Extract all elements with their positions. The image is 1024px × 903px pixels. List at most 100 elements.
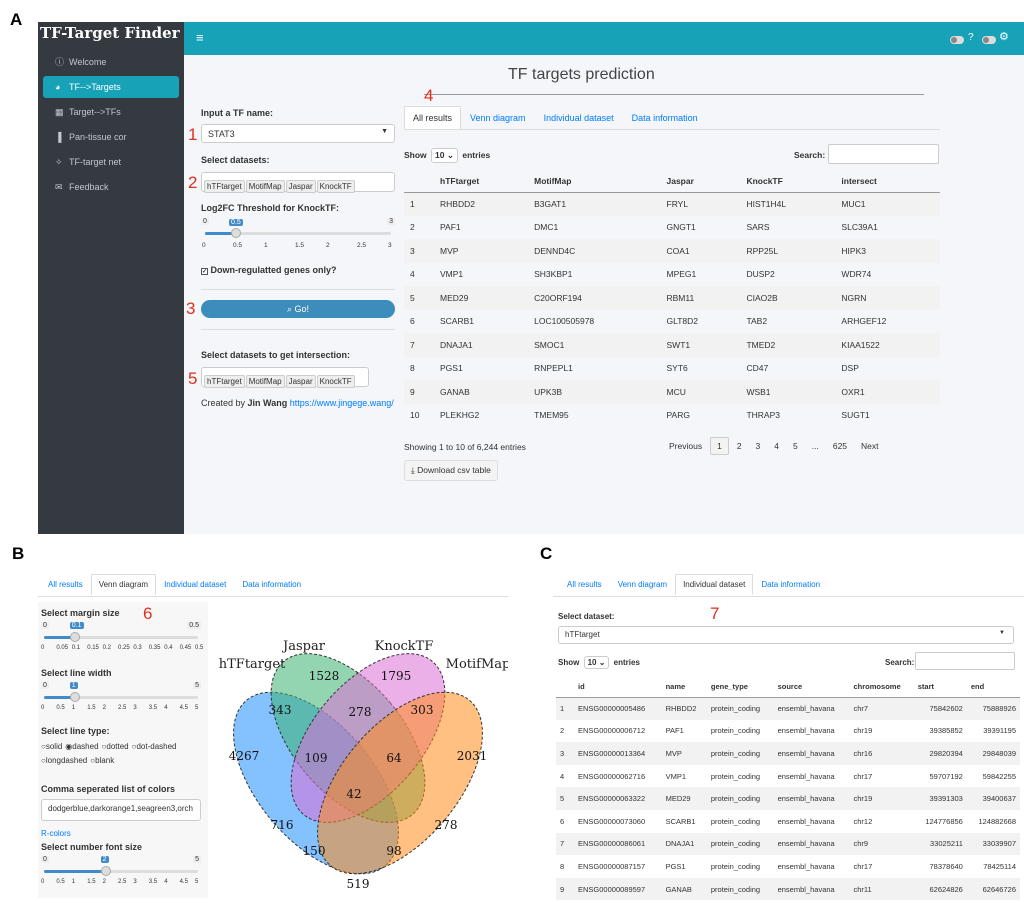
fontsize-slider[interactable]: 0 5 2 0 0.5 1 1.5 2 2.5 3 3.5 4 4.5 5 [41,856,201,890]
tab-all-results[interactable]: All results [48,580,83,589]
column-header[interactable]: name [661,676,707,698]
linetype-radio-blank[interactable]: ○blank [90,754,114,768]
table-row[interactable]: 5 ENSG00000063322 MED29 protein_coding ensem… [556,787,1020,810]
page-button[interactable]: 5 [793,441,798,451]
page-button[interactable]: 3 [755,441,761,451]
r-colors-link[interactable]: R-colors [41,829,71,838]
sidebar-item-target-tfs[interactable]: ▦ Target-->TFs [43,101,179,123]
tab-venn-diagram[interactable]: Venn diagram [470,113,526,123]
column-header[interactable]: Jaspar [660,170,741,193]
table-row[interactable]: 10 PLEKHG2 TMEM95 PARG THRAP3 SUGT1 [404,404,940,428]
column-header[interactable]: id [574,676,662,698]
sidebar-item-pan-tissue-cor[interactable]: ▐ Pan-tissue cor [43,126,179,148]
sidebar-item-tf-targets[interactable]: ◕ TF-->Targets [43,76,179,98]
tf-name-select[interactable]: STAT3 ▼ [201,124,395,143]
dataset-tag[interactable]: MotifMap [245,375,285,388]
page-button[interactable]: 1 [710,437,729,455]
tab-all-results[interactable]: All results [567,580,602,589]
column-header[interactable]: hTFtarget [434,170,529,193]
tab-individual-dataset[interactable]: Individual dataset [164,580,227,589]
toggle-icon[interactable] [950,36,964,44]
sidebar-item-feedback[interactable]: ✉ Feedback [43,176,179,198]
page-button[interactable]: Next [861,441,879,451]
help-icon[interactable]: ? [968,32,974,43]
dataset-tag[interactable]: Jaspar [285,375,316,388]
slider-handle[interactable] [231,228,242,238]
table-row[interactable]: 6 SCARB1 LOC100505978 GLT8D2 TAB2 ARHGEF12 [404,310,940,334]
table-row[interactable]: 4 ENSG00000062716 VMP1 protein_coding ensemb… [556,765,1020,788]
toggle-icon[interactable] [982,36,996,44]
linetype-radio-dashed[interactable]: ◉dashed [65,740,98,754]
dataset-select[interactable]: hTFtarget ▼ [558,626,1014,644]
search-input[interactable] [828,144,939,164]
linetype-radio-longdashed[interactable]: ○longdashed [41,754,87,768]
linetype-radio-dot-dashed[interactable]: ○dot-dashed [132,740,177,754]
tab-data-information[interactable]: Data information [631,113,698,123]
table-row[interactable]: 5 MED29 C20ORF194 RBM11 CIAO2B NGRN [404,286,940,310]
colors-input[interactable]: dodgerblue,darkorange1,seagreen3,orch [41,799,201,821]
table-row[interactable]: 3 MVP DENND4C COA1 RPP25L HIPK3 [404,239,940,263]
dataset-tag[interactable]: KnockTF [316,375,355,388]
page-button[interactable]: 2 [736,441,742,451]
page-button[interactable]: 4 [774,441,780,451]
linewidth-slider[interactable]: 0 5 1 0 0.5 1 1.5 2 2.5 3 3.5 4 4.5 5 [41,682,201,716]
credit-link[interactable]: https://www.jingege.wang/ [289,398,394,408]
datasets-selector[interactable]: hTFtarget MotifMap Jaspar KnockTF [201,172,395,193]
column-header[interactable]: KnockTF [740,170,836,193]
slider-handle[interactable] [69,692,80,702]
table-row[interactable]: 3 ENSG00000013364 MVP protein_coding ensembl… [556,742,1020,765]
table-row[interactable]: 7 ENSG00000086061 DNAJA1 protein_coding ense… [556,832,1020,856]
linetype-radio-solid[interactable]: ○solid [41,740,62,754]
hamburger-icon[interactable]: ≡ [196,30,204,45]
log2fc-slider[interactable]: 0 3 0.5 0 0.5 1 1.5 2 2.5 3 [201,218,395,258]
dataset-tag[interactable]: hTFtarget [204,375,245,388]
column-header[interactable]: end [966,676,1020,698]
tab-all-results[interactable]: All results [404,106,462,130]
dataset-tag[interactable]: hTFtarget [204,180,245,193]
page-button[interactable]: 625 [832,441,848,451]
search-input[interactable] [915,652,1015,670]
slider-handle[interactable] [69,632,80,642]
column-header[interactable]: source [773,676,850,698]
column-header[interactable]: gene_type [706,676,774,698]
down-regulated-checkbox[interactable]: ✓ Down-regulatted genes only? [201,265,337,275]
tab-venn-diagram[interactable]: Venn diagram [617,580,668,589]
table-row[interactable]: 1 RHBDD2 B3GAT1 FRYL HIST1H4L MUC1 [404,192,940,216]
tab-data-information[interactable]: Data information [761,580,821,589]
table-row[interactable]: 2 ENSG00000006712 PAF1 protein_coding ensemb… [556,720,1020,743]
column-header[interactable]: start [913,676,967,698]
intersect-selector[interactable]: hTFtarget MotifMap Jaspar KnockTF [201,367,369,388]
table-row[interactable]: 1 ENSG00000005486 RHBDD2 protein_coding ense… [556,697,1020,720]
go-button[interactable]: ⌕ Go! [201,300,395,318]
dataset-tag[interactable]: Jaspar [285,180,316,193]
table-row[interactable]: 7 DNAJA1 SMOC1 SWT1 TMED2 KIAA1522 [404,333,940,357]
table-row[interactable]: 9 GANAB UPK3B MCU WSB1 OXR1 [404,380,940,404]
tab-data-information[interactable]: Data information [242,580,302,589]
gear-icon[interactable]: ⚙ [999,31,1009,43]
download-csv-button[interactable]: ⤓ Download csv table [404,460,498,481]
tab-individual-dataset[interactable]: Individual dataset [543,113,614,123]
linetype-radio-dotted[interactable]: ○dotted [102,740,129,754]
entries-select[interactable]: 10 ⌄ [583,656,610,669]
page-button[interactable]: Previous [669,441,703,451]
column-header[interactable] [404,170,434,193]
dataset-tag[interactable]: MotifMap [245,180,285,193]
margin-slider[interactable]: 0 0.5 0.1 0 0.05 0.1 0.15 0.2 0.25 0.3 0.35 0.4 0.45… [41,622,203,656]
slider-handle[interactable] [100,866,111,876]
table-row[interactable]: 2 PAF1 DMC1 GNGT1 SARS SLC39A1 [404,216,940,240]
sidebar-item-welcome[interactable]: ⓘ Welcome [43,51,179,73]
tab-venn-diagram[interactable]: Venn diagram [90,574,157,595]
table-row[interactable]: 9 ENSG00000089597 GANAB protein_coding ensem… [556,877,1020,901]
column-header[interactable]: intersect [835,170,940,193]
entries-select[interactable]: 10 ⌄ [431,148,458,163]
brand-title[interactable]: TF-Target Finder [40,24,180,42]
dataset-tag[interactable]: KnockTF [316,180,355,193]
table-row[interactable]: 8 ENSG00000087157 PGS1 protein_coding ensemb… [556,855,1020,878]
column-header[interactable]: MotifMap [528,170,661,193]
table-row[interactable]: 4 VMP1 SH3KBP1 MPEG1 DUSP2 WDR74 [404,263,940,287]
table-row[interactable]: 6 ENSG00000073060 SCARB1 protein_coding ense… [556,810,1020,833]
column-header[interactable]: chromosome [849,676,914,698]
column-header[interactable] [556,676,574,698]
page-button[interactable]: ... [811,441,819,451]
table-row[interactable]: 8 PGS1 RNPEPL1 SYT6 CD47 DSP [404,357,940,381]
